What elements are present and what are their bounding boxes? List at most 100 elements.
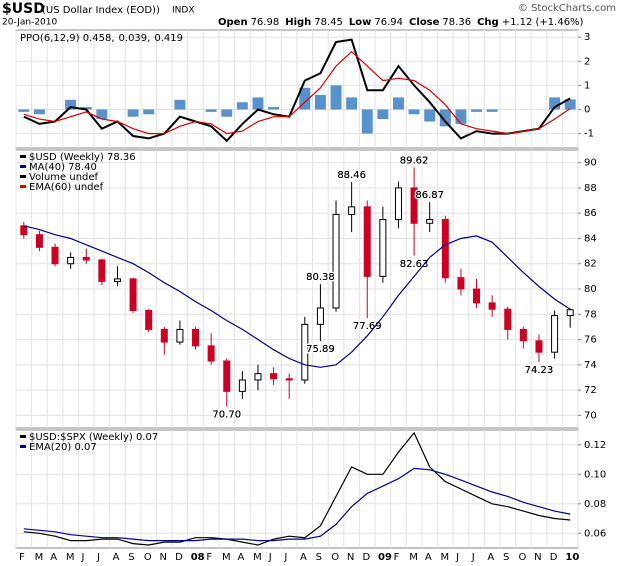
x-tick-label: 09: [378, 552, 392, 563]
candle-body: [223, 360, 231, 392]
x-tick-label: F: [206, 552, 212, 563]
legend-swatch: [20, 155, 26, 158]
x-tick-label: A: [50, 552, 57, 563]
candle-body: [504, 308, 512, 330]
histogram-bar: [314, 95, 326, 110]
x-tick-label: J: [80, 552, 84, 563]
symbol: $USD: [2, 1, 45, 17]
histogram-bar: [471, 109, 482, 112]
legend-entry: $USD (Weekly) 78.36: [29, 152, 136, 163]
x-tick-label: M: [35, 552, 44, 563]
quote-value: 78.45: [314, 17, 343, 28]
candle-body: [551, 315, 559, 353]
y-tick-label: 80: [584, 284, 597, 295]
histogram-bar: [143, 109, 155, 115]
histogram-bar: [439, 109, 451, 127]
x-tick-label: A: [425, 552, 432, 563]
histogram-bar: [486, 109, 498, 112]
y-tick-label: 72: [584, 385, 597, 396]
histogram-bar: [393, 97, 404, 110]
y-tick-label: 78: [584, 309, 597, 320]
candle-body: [207, 345, 215, 362]
x-tick-label: N: [347, 552, 354, 563]
candle-body: [535, 340, 543, 353]
price-annotation: 89.62: [400, 155, 429, 166]
x-tick-label: A: [113, 552, 120, 563]
candle-body: [20, 225, 28, 236]
candle-body: [301, 323, 309, 381]
candle-body: [488, 302, 496, 310]
legend-entry: MA(40) 78.40: [29, 162, 97, 173]
candle-body: [348, 206, 356, 215]
histogram-bar: [205, 109, 217, 112]
credit: © StockCharts.com: [518, 3, 616, 14]
quote-value: 78.36: [442, 17, 471, 28]
candle-body: [332, 213, 340, 309]
legend-swatch: [20, 165, 26, 168]
candle-body: [176, 328, 184, 343]
price-annotation: 70.70: [212, 410, 241, 421]
legend-swatch: [20, 445, 26, 448]
legend-entry: 0.039,: [119, 33, 151, 44]
histogram-bar: [408, 109, 420, 115]
x-tick-label: F: [19, 552, 25, 563]
quote-label: Chg: [477, 17, 499, 28]
legend-entry: PPO(6,12,9) 0.458,: [20, 33, 115, 44]
price-annotation: 82.63: [400, 259, 429, 270]
candle-body: [51, 246, 59, 265]
histogram-bar: [299, 87, 311, 110]
candle-body: [35, 234, 43, 248]
candle-body: [270, 373, 278, 380]
quote: Open 76.98 High 78.45 Low 76.94 Close 78.36 Chg +…: [218, 17, 584, 28]
y-tick-label: 90: [584, 158, 597, 169]
price-annotation: 77.69: [353, 321, 382, 332]
candle-body: [363, 206, 371, 277]
x-tick-label: O: [331, 552, 339, 563]
candle-body: [98, 259, 106, 282]
series-line: [23, 50, 571, 135]
exchange: INDX: [172, 6, 194, 16]
series-line: [23, 431, 571, 546]
x-tick-label: M: [253, 552, 262, 563]
histogram-bar: [424, 109, 436, 122]
candle-body: [113, 278, 121, 282]
candle-body: [160, 328, 168, 343]
histogram-bar: [549, 97, 561, 110]
legend-entry: $USD:$SPX (Weekly) 0.07: [29, 432, 158, 443]
quote-value: 76.94: [374, 17, 403, 28]
series-line: [23, 38, 571, 143]
histogram-bar: [33, 109, 45, 115]
price-annotation: 86.87: [415, 190, 444, 201]
histogram-bar: [80, 107, 92, 110]
histogram-bar: [221, 109, 233, 117]
y-tick-label: 3: [584, 32, 590, 43]
price-annotation: 80.38: [306, 272, 335, 283]
x-tick-label: J: [455, 552, 459, 563]
quote-value: 76.98: [251, 17, 280, 28]
x-tick-label: J: [283, 552, 287, 563]
price-annotation: 89.62: [400, 155, 429, 166]
price-annotation: 88.46: [337, 170, 366, 181]
x-tick-label: M: [222, 552, 231, 563]
y-tick-label: 86: [584, 208, 597, 219]
histogram-bar: [96, 109, 108, 120]
quote-label: High: [285, 17, 311, 28]
y-tick-label: 0.10: [584, 469, 606, 480]
y-tick-label: 0: [584, 104, 590, 115]
price-annotation: 74.23: [525, 365, 554, 376]
x-tick-label: A: [487, 552, 494, 563]
candle-body: [316, 307, 324, 325]
x-tick-label: A: [238, 552, 245, 563]
y-tick-label: 1: [584, 80, 590, 91]
candle-body: [519, 328, 527, 342]
price-annotation: 88.46: [337, 170, 366, 181]
x-tick-label: S: [128, 552, 134, 563]
candle-body: [254, 373, 262, 381]
x-tick-label: N: [160, 552, 167, 563]
price-annotation: 75.89: [306, 344, 335, 355]
price-annotation: 74.23: [525, 365, 554, 376]
legend-swatch: [20, 185, 26, 188]
candle-body: [67, 256, 75, 265]
y-tick-label: 0.08: [584, 499, 606, 510]
